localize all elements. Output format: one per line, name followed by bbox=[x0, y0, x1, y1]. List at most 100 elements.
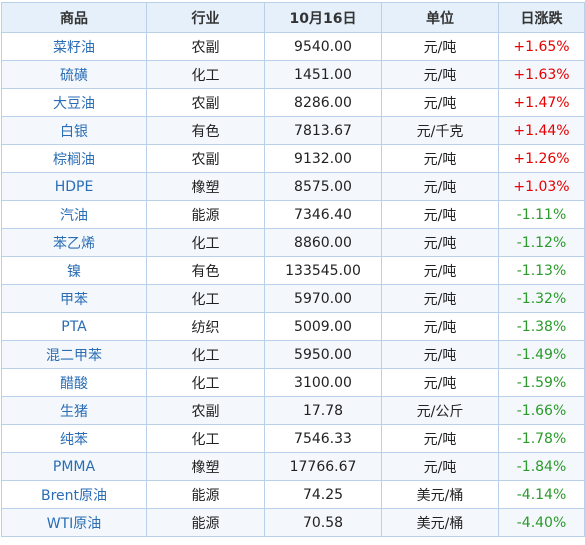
table-row: 甲苯 化工 5970.00 元/吨 -1.32% bbox=[1, 284, 585, 313]
table-row: 混二甲苯 化工 5950.00 元/吨 -1.49% bbox=[1, 340, 585, 369]
commodity-name-link[interactable]: 苯乙烯 bbox=[1, 228, 147, 257]
industry-cell: 能源 bbox=[146, 508, 265, 537]
table-row: 硫磺 化工 1451.00 元/吨 +1.63% bbox=[1, 60, 585, 89]
daily-change-cell: -1.78% bbox=[498, 424, 585, 453]
daily-change-cell: -1.13% bbox=[498, 256, 585, 285]
header-commodity: 商品 bbox=[1, 2, 147, 33]
commodity-name-link[interactable]: 生猪 bbox=[1, 396, 147, 425]
commodity-name-link[interactable]: 镍 bbox=[1, 256, 147, 285]
commodity-name-link[interactable]: 菜籽油 bbox=[1, 32, 147, 61]
unit-cell: 元/公斤 bbox=[381, 396, 499, 425]
daily-change-cell: -4.40% bbox=[498, 508, 585, 537]
header-industry: 行业 bbox=[146, 2, 265, 33]
price-cell: 5009.00 bbox=[264, 312, 382, 341]
price-cell: 5970.00 bbox=[264, 284, 382, 313]
daily-change-cell: +1.65% bbox=[498, 32, 585, 61]
daily-change-cell: -4.14% bbox=[498, 480, 585, 509]
header-daily-change: 日涨跌 bbox=[498, 2, 585, 33]
price-cell: 8860.00 bbox=[264, 228, 382, 257]
table-row: 醋酸 化工 3100.00 元/吨 -1.59% bbox=[1, 368, 585, 397]
price-cell: 9132.00 bbox=[264, 144, 382, 173]
unit-cell: 元/吨 bbox=[381, 452, 499, 481]
daily-change-cell: +1.44% bbox=[498, 116, 585, 145]
commodity-name-link[interactable]: 混二甲苯 bbox=[1, 340, 147, 369]
daily-change-cell: -1.59% bbox=[498, 368, 585, 397]
commodity-name-link[interactable]: 白银 bbox=[1, 116, 147, 145]
industry-cell: 农副 bbox=[146, 88, 265, 117]
unit-cell: 元/吨 bbox=[381, 32, 499, 61]
table-row: 棕榈油 农副 9132.00 元/吨 +1.26% bbox=[1, 144, 585, 173]
industry-cell: 农副 bbox=[146, 32, 265, 61]
industry-cell: 化工 bbox=[146, 228, 265, 257]
unit-cell: 元/吨 bbox=[381, 200, 499, 229]
commodity-name-link[interactable]: PMMA bbox=[1, 452, 147, 481]
unit-cell: 元/吨 bbox=[381, 340, 499, 369]
price-cell: 7546.33 bbox=[264, 424, 382, 453]
price-cell: 8286.00 bbox=[264, 88, 382, 117]
industry-cell: 能源 bbox=[146, 480, 265, 509]
price-cell: 9540.00 bbox=[264, 32, 382, 61]
commodity-name-link[interactable]: 醋酸 bbox=[1, 368, 147, 397]
unit-cell: 元/吨 bbox=[381, 88, 499, 117]
commodity-name-link[interactable]: PTA bbox=[1, 312, 147, 341]
unit-cell: 元/吨 bbox=[381, 256, 499, 285]
daily-change-cell: +1.47% bbox=[498, 88, 585, 117]
commodity-name-link[interactable]: 纯苯 bbox=[1, 424, 147, 453]
price-cell: 7346.40 bbox=[264, 200, 382, 229]
industry-cell: 橡塑 bbox=[146, 452, 265, 481]
unit-cell: 美元/桶 bbox=[381, 480, 499, 509]
commodity-name-link[interactable]: Brent原油 bbox=[1, 480, 147, 509]
commodity-price-table: 商品 行业 10月16日 单位 日涨跌 菜籽油 农副 9540.00 元/吨 +1.65… bbox=[1, 2, 585, 537]
industry-cell: 纺织 bbox=[146, 312, 265, 341]
table-row: 大豆油 农副 8286.00 元/吨 +1.47% bbox=[1, 88, 585, 117]
commodity-name-link[interactable]: 硫磺 bbox=[1, 60, 147, 89]
table-header-row: 商品 行业 10月16日 单位 日涨跌 bbox=[1, 2, 585, 33]
daily-change-cell: -1.11% bbox=[498, 200, 585, 229]
table-row: PTA 纺织 5009.00 元/吨 -1.38% bbox=[1, 312, 585, 341]
commodity-name-link[interactable]: 棕榈油 bbox=[1, 144, 147, 173]
unit-cell: 元/千克 bbox=[381, 116, 499, 145]
unit-cell: 元/吨 bbox=[381, 60, 499, 89]
unit-cell: 元/吨 bbox=[381, 284, 499, 313]
table-row: 镍有色 133545.00 元/吨 -1.13% bbox=[1, 256, 585, 285]
daily-change-cell: -1.84% bbox=[498, 452, 585, 481]
header-date-price: 10月16日 bbox=[264, 2, 382, 33]
daily-change-cell: +1.26% bbox=[498, 144, 585, 173]
commodity-name-link[interactable]: WTI原油 bbox=[1, 508, 147, 537]
price-cell: 17.78 bbox=[264, 396, 382, 425]
unit-cell: 元/吨 bbox=[381, 312, 499, 341]
unit-cell: 元/吨 bbox=[381, 228, 499, 257]
daily-change-cell: +1.03% bbox=[498, 172, 585, 201]
unit-cell: 元/吨 bbox=[381, 368, 499, 397]
commodity-name-link[interactable]: 甲苯 bbox=[1, 284, 147, 313]
daily-change-cell: -1.66% bbox=[498, 396, 585, 425]
table-row: 纯苯 化工 7546.33 元/吨 -1.78% bbox=[1, 424, 585, 453]
unit-cell: 元/吨 bbox=[381, 144, 499, 173]
daily-change-cell: -1.32% bbox=[498, 284, 585, 313]
daily-change-cell: -1.12% bbox=[498, 228, 585, 257]
table-row: 生猪 农副 17.78 元/公斤 -1.66% bbox=[1, 396, 585, 425]
table-row: 菜籽油 农副 9540.00 元/吨 +1.65% bbox=[1, 32, 585, 61]
price-cell: 70.58 bbox=[264, 508, 382, 537]
industry-cell: 化工 bbox=[146, 340, 265, 369]
price-cell: 133545.00 bbox=[264, 256, 382, 285]
industry-cell: 农副 bbox=[146, 396, 265, 425]
commodity-name-link[interactable]: 汽油 bbox=[1, 200, 147, 229]
header-unit: 单位 bbox=[381, 2, 499, 33]
price-cell: 8575.00 bbox=[264, 172, 382, 201]
industry-cell: 化工 bbox=[146, 368, 265, 397]
table-row: 苯乙烯 化工 8860.00 元/吨 -1.12% bbox=[1, 228, 585, 257]
unit-cell: 元/吨 bbox=[381, 424, 499, 453]
commodity-name-link[interactable]: HDPE bbox=[1, 172, 147, 201]
commodity-name-link[interactable]: 大豆油 bbox=[1, 88, 147, 117]
table-row: WTI原油 能源 70.58 美元/桶 -4.40% bbox=[1, 508, 585, 537]
price-cell: 1451.00 bbox=[264, 60, 382, 89]
unit-cell: 元/吨 bbox=[381, 172, 499, 201]
industry-cell: 有色 bbox=[146, 256, 265, 285]
price-cell: 17766.67 bbox=[264, 452, 382, 481]
price-cell: 5950.00 bbox=[264, 340, 382, 369]
industry-cell: 化工 bbox=[146, 284, 265, 313]
industry-cell: 能源 bbox=[146, 200, 265, 229]
industry-cell: 橡塑 bbox=[146, 172, 265, 201]
unit-cell: 美元/桶 bbox=[381, 508, 499, 537]
